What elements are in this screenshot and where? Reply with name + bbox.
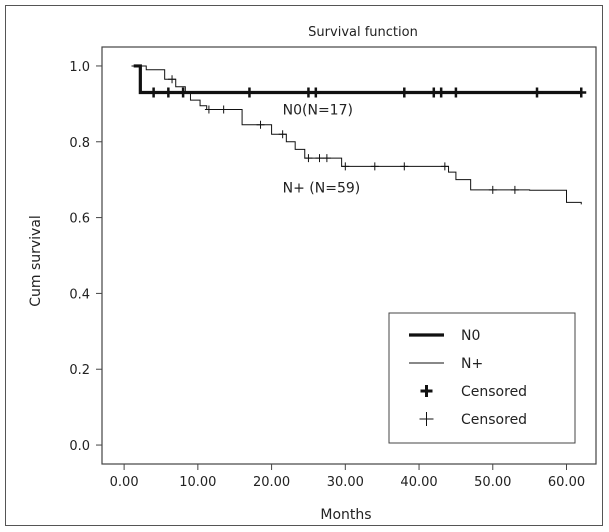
x-tick-label: 40.00 [400, 475, 437, 490]
censor-mark-N+ [341, 162, 350, 171]
censor-mark-N0 [399, 87, 410, 98]
legend-label: Censored [461, 384, 527, 400]
censor-mark-N0 [532, 87, 543, 98]
plot-border [101, 46, 597, 465]
censor-mark-N+ [370, 162, 379, 171]
legend-label: N0 [461, 328, 480, 344]
censor-mark-N+ [322, 154, 331, 163]
censor-mark-N+ [488, 185, 497, 194]
y-tick-label: 0.2 [69, 363, 90, 378]
y-tick-label: 0.8 [69, 136, 90, 151]
censor-mark-N+ [315, 154, 324, 163]
censor-mark-N+ [278, 130, 287, 139]
series-annotation: N+ (N=59) [283, 180, 361, 196]
censor-mark-N0 [163, 87, 174, 98]
censor-mark-N+ [440, 162, 449, 171]
censor-mark-N+ [256, 120, 265, 129]
legend-swatch-thin-cross [419, 412, 434, 426]
censor-mark-N0 [148, 87, 159, 98]
survival-chart: Survival function 0.00 10.00 20.00 30.00 40.… [28, 25, 597, 523]
legend-label: Censored [461, 412, 527, 428]
censor-mark-N+ [219, 105, 228, 114]
y-tick-label: 0.0 [69, 439, 90, 454]
x-axis-label: Months [320, 507, 371, 523]
censor-mark-N0 [576, 87, 587, 98]
x-tick-label: 0.00 [110, 475, 139, 490]
series-line-N0 [133, 64, 582, 95]
series-annotation: N0(N=17) [283, 103, 353, 119]
y-tick-label: 0.4 [69, 287, 90, 302]
censor-mark-N+ [400, 162, 409, 171]
x-tick-label: 30.00 [327, 475, 364, 490]
y-tick-label: 1.0 [69, 60, 90, 75]
censor-mark-N+ [510, 185, 519, 194]
censor-mark-N+ [304, 154, 313, 163]
chart-title: Survival function [308, 25, 418, 40]
censor-mark-N0 [450, 87, 461, 98]
y-axis-label: Cum survival [28, 215, 44, 307]
legend-label: N+ [461, 356, 483, 372]
censor-mark-N0 [310, 87, 321, 98]
legend-swatch-thick-cross [420, 385, 433, 397]
x-tick-label: 10.00 [179, 475, 216, 490]
censor-mark-N0 [436, 87, 447, 98]
chart-frame: Survival function 0.00 10.00 20.00 30.00 40.… [5, 5, 603, 526]
censor-mark-N0 [244, 87, 255, 98]
x-tick-label: 60.00 [548, 475, 585, 490]
x-tick-label: 20.00 [253, 475, 290, 490]
x-tick-label: 50.00 [474, 475, 511, 490]
y-tick-label: 0.6 [69, 212, 90, 227]
censor-mark-N+ [168, 75, 177, 84]
censor-mark-N+ [204, 105, 213, 114]
plot-area: 0.00 10.00 20.00 30.00 40.00 50.00 60.00 0.0 0.2… [69, 46, 597, 490]
